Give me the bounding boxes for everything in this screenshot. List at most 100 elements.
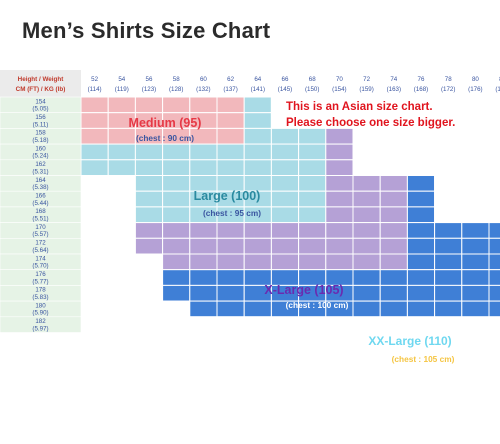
size-cell [325, 143, 354, 161]
size-cell [189, 222, 218, 239]
size-cell [352, 300, 381, 318]
size-cell [107, 190, 136, 208]
size-cell [434, 190, 463, 208]
size-cell [461, 159, 490, 177]
height-ft-label: (5.83) [32, 294, 48, 301]
size-cell [134, 237, 164, 255]
size-cell [488, 127, 500, 145]
size-cell [461, 300, 490, 318]
weight-kg-label: 78 [445, 76, 452, 83]
size-cell [162, 206, 191, 224]
size-cell [461, 284, 490, 302]
size-cell [406, 284, 436, 302]
size-cell [270, 206, 300, 224]
size-cell [434, 300, 463, 318]
size-cell [434, 237, 463, 255]
height-ft-label: (5.57) [32, 231, 48, 238]
size-cell [189, 300, 218, 318]
size-cell [162, 253, 191, 271]
height-ft-label: (5.44) [32, 200, 48, 207]
height-cm-label: 170 [35, 224, 46, 231]
size-cell [216, 253, 245, 271]
size-cell [488, 175, 500, 192]
weight-kg-label: 80 [472, 76, 479, 83]
size-cell [352, 284, 381, 302]
size-cell [461, 96, 490, 114]
height-cm-label: 160 [35, 145, 46, 152]
size-cell [270, 175, 300, 192]
size-cell [270, 190, 300, 208]
size-cell [461, 190, 490, 208]
size-cell [189, 159, 218, 177]
height-ft-label: (5.05) [32, 106, 48, 113]
weight-kg-label: 62 [227, 76, 234, 83]
size-cell [107, 127, 136, 145]
weight-lb-label: (150) [305, 86, 319, 93]
size-cell [488, 143, 500, 161]
size-cell [434, 253, 463, 271]
height-ft-label: (5.51) [32, 216, 48, 223]
size-cell [189, 143, 218, 161]
size-cell [107, 237, 136, 255]
weight-lb-label: (114) [88, 86, 102, 93]
size-cell [243, 316, 272, 333]
size-cell [189, 316, 218, 333]
size-cell [434, 175, 463, 192]
size-cell [325, 316, 354, 333]
size-cell [80, 159, 109, 177]
size-cell [216, 143, 245, 161]
size-cell [243, 143, 272, 161]
size-cell [270, 127, 300, 145]
size-cell [216, 96, 245, 114]
size-cell [488, 316, 500, 333]
size-cell [488, 269, 500, 286]
size-cell [406, 316, 436, 333]
height-ft-label: (5.11) [33, 121, 49, 128]
size-cell [379, 253, 408, 271]
size-cell [298, 175, 327, 192]
height-ft-label: (5.97) [32, 325, 48, 332]
size-cell [379, 284, 408, 302]
size-cell [162, 175, 191, 192]
size-cell [134, 206, 164, 224]
size-cell [134, 159, 164, 177]
size-cell [80, 190, 109, 208]
size-cell [134, 96, 164, 114]
size-cell [461, 175, 490, 192]
size-cell [379, 316, 408, 333]
weight-kg-label: 74 [390, 76, 397, 83]
size-cell [134, 175, 164, 192]
size-cell [134, 284, 164, 302]
size-zone-label: X-Large (105) [264, 283, 343, 297]
size-cell [461, 237, 490, 255]
size-cell [216, 112, 245, 129]
size-cell [352, 190, 381, 208]
size-cell [352, 316, 381, 333]
size-note-line2: Please choose one size bigger. [286, 117, 455, 129]
size-cell [107, 316, 136, 333]
height-ft-label: (5.77) [32, 278, 48, 285]
size-cell [298, 253, 327, 271]
size-cell [162, 159, 191, 177]
weight-lb-label: (159) [359, 86, 373, 93]
size-cell [461, 253, 490, 271]
size-cell [434, 316, 463, 333]
size-cell [134, 300, 164, 318]
size-cell [434, 206, 463, 224]
size-cell [488, 159, 500, 177]
size-zone-label: XX-Large (110) [368, 334, 451, 348]
size-cell [80, 316, 109, 333]
size-cell [80, 284, 109, 302]
size-cell [189, 237, 218, 255]
size-cell [406, 206, 436, 224]
size-cell [406, 253, 436, 271]
size-cell [352, 175, 381, 192]
size-cell [216, 300, 245, 318]
size-cell [134, 269, 164, 286]
height-ft-label: (5.64) [32, 247, 48, 254]
size-cell [134, 222, 164, 239]
size-zone-label: Large (100) [194, 189, 261, 203]
size-cell [107, 222, 136, 239]
size-cell [325, 190, 354, 208]
